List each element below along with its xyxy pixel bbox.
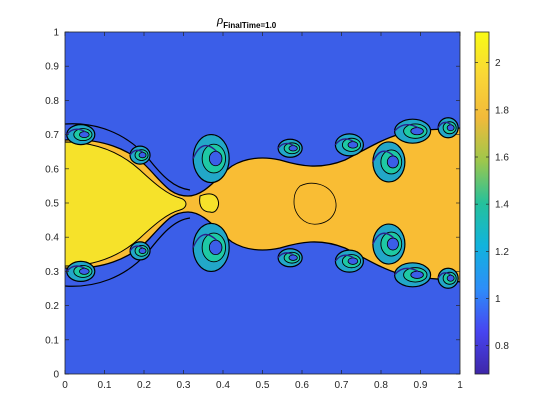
vortex-filament	[394, 124, 419, 132]
colorbar-axis: 0.8 1 1.2 1.4 1.6 1.8 2	[475, 58, 509, 352]
vortex-core	[410, 270, 424, 279]
x-tick-label: 0.9	[414, 380, 428, 391]
vortex-filament	[129, 245, 144, 252]
colorbar-tick-label: 1.6	[495, 153, 509, 164]
vortex-core	[386, 237, 399, 251]
y-axis: 0 0.1 0.2 0.3 0.4 0.5 0.6 0.7 0.8 0.9 1	[45, 28, 460, 381]
vortex-structures	[66, 117, 459, 289]
vortex-core	[446, 274, 455, 282]
colorbar-tick-label: 1.4	[495, 200, 509, 211]
vortex-filament	[334, 138, 354, 146]
colorbar-tick-label: 2	[495, 58, 501, 69]
x-tick-label: 0.3	[177, 380, 191, 391]
vortex-filament	[394, 267, 419, 276]
vortex-filament	[129, 149, 144, 156]
vortex-core	[208, 239, 223, 256]
vortex-filament	[437, 121, 452, 129]
y-tick-label: 0.6	[45, 164, 59, 175]
x-tick-label: 0.1	[98, 380, 112, 391]
colorbar	[474, 31, 490, 375]
vortex-core	[79, 267, 90, 275]
x-tick-label: 0	[62, 380, 68, 391]
vortex-core	[347, 257, 359, 265]
vortex-core	[446, 124, 455, 132]
y-tick-label: 0.7	[45, 130, 59, 141]
vortex-core	[410, 127, 424, 136]
inner-density-band	[65, 127, 460, 283]
x-tick-label: 0.4	[216, 380, 230, 391]
vortex-filament	[66, 265, 86, 272]
vortex-filament	[192, 144, 218, 159]
colorbar-tick-label: 1.2	[495, 247, 509, 258]
y-tick-label: 0.2	[45, 301, 59, 312]
vortex-core	[386, 155, 399, 169]
vortex-filament	[372, 232, 395, 245]
vortex-core	[288, 254, 298, 261]
vortex-core	[138, 247, 147, 254]
x-axis: 0 0.1 0.2 0.3 0.4 0.5 0.6 0.7 0.8 0.9 1	[62, 32, 463, 391]
core-density-region-left	[65, 141, 187, 267]
x-tick-label: 1	[457, 380, 463, 391]
y-tick-label: 0.3	[45, 267, 59, 278]
vortex-core	[347, 141, 359, 149]
vortex-core	[79, 131, 90, 139]
x-tick-label: 0.5	[256, 380, 270, 391]
y-tick-label: 1	[53, 28, 59, 39]
colorbar-tick-label: 1	[495, 294, 501, 305]
title-symbol: ρ	[216, 12, 223, 27]
vortex-filament	[277, 252, 295, 259]
vortex-filament	[66, 128, 86, 136]
x-tick-label: 0.6	[295, 380, 309, 391]
y-tick-label: 0.1	[45, 335, 59, 346]
y-tick-label: 0	[53, 370, 59, 381]
vortex-filament	[334, 254, 354, 262]
y-tick-label: 0.5	[45, 199, 59, 210]
x-tick-label: 0.8	[374, 380, 388, 391]
vortex-core	[208, 150, 223, 167]
vortex-core	[138, 152, 147, 159]
colorbar-tick-label: 1.8	[495, 105, 509, 116]
y-tick-label: 0.9	[45, 62, 59, 73]
core-density-region-center	[199, 193, 219, 213]
vortex-filament	[372, 150, 395, 163]
y-tick-label: 0.8	[45, 96, 59, 107]
x-tick-label: 0.7	[335, 380, 349, 391]
x-tick-label: 0.2	[137, 380, 151, 391]
vortex-filament	[437, 272, 452, 279]
core-density-region-mid	[293, 182, 337, 225]
colorbar-tick-label: 0.8	[495, 341, 509, 352]
vortex-core	[288, 145, 298, 152]
vortex-filament	[277, 142, 295, 149]
chart-title: ρFinalTime=1.0	[216, 12, 277, 30]
vortex-filament	[192, 233, 218, 248]
plot-area	[65, 32, 460, 374]
title-subscript: FinalTime=1.0	[223, 21, 277, 30]
y-tick-label: 0.4	[45, 233, 59, 244]
